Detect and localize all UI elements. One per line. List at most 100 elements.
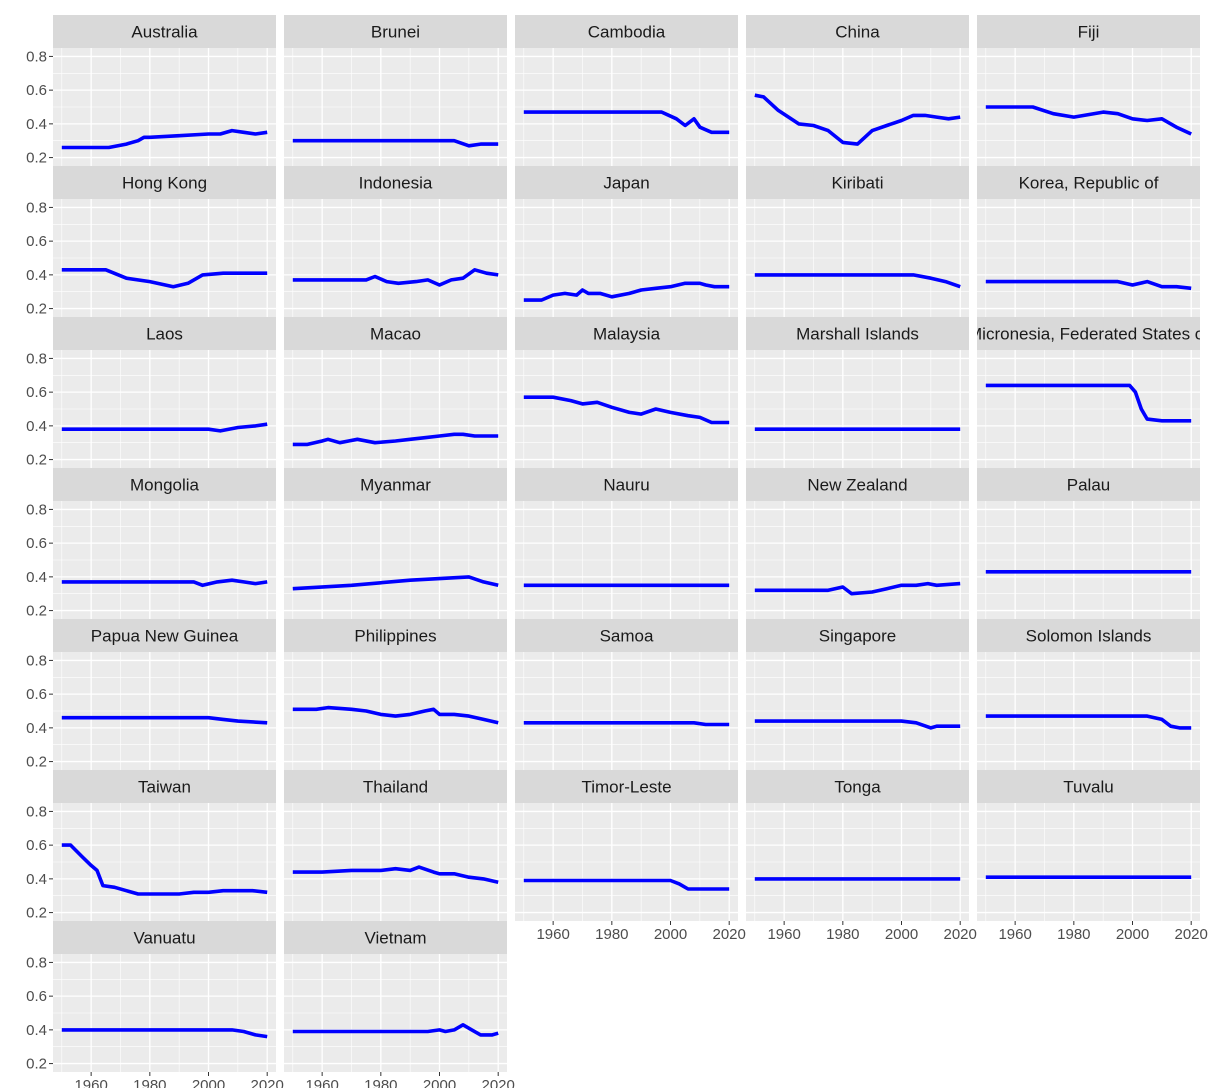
y-tick-label: 0.2: [26, 452, 47, 469]
y-tick-label: 0.4: [26, 116, 47, 133]
facet-strip: [284, 770, 507, 803]
facet-panel-brunei: Brunei: [284, 15, 507, 166]
y-tick-label: 0.8: [26, 803, 47, 820]
facet-strip: [53, 770, 276, 803]
facet-strip: [515, 15, 738, 48]
facet-strip-label: Tonga: [834, 778, 881, 797]
x-tick-label: 2020: [713, 926, 746, 943]
y-tick-label: 0.8: [26, 199, 47, 216]
facet-strip: [284, 15, 507, 48]
x-tick-label: 1980: [133, 1077, 166, 1088]
facet-strip-label: Nauru: [603, 476, 649, 495]
facet-strip-label: Indonesia: [359, 174, 433, 193]
facet-panel-macao: Macao: [284, 317, 507, 468]
facet-strip: [977, 15, 1200, 48]
y-tick-label: 0.4: [26, 569, 47, 586]
facet-strip: [53, 317, 276, 350]
facet-panel-timor-leste: Timor-Leste 1960 1980 2000 2020: [515, 770, 746, 943]
facet-panel-japan: Japan: [515, 166, 738, 317]
series-line-micronesia-federated-states-of: [985, 383, 1192, 423]
facet-panel-solomon-islands: Solomon Islands: [977, 619, 1200, 770]
x-tick-label: 1980: [364, 1077, 397, 1088]
x-tick-label: 2020: [1175, 926, 1208, 943]
x-tick-label: 1960: [767, 926, 800, 943]
facet-strip: [53, 619, 276, 652]
facet-strip-label: Palau: [1067, 476, 1110, 495]
facet-strip: [53, 468, 276, 501]
series-line-taiwan: [61, 843, 268, 896]
facet-panel-china: China: [746, 15, 969, 166]
series-line-myanmar: [292, 575, 499, 591]
series-line-mongolia: [61, 578, 268, 588]
facet-strip-label: Laos: [146, 325, 183, 344]
series-line-brunei: [292, 138, 499, 148]
y-tick-label: 0.8: [26, 350, 47, 367]
facet-strip-label: Tuvalu: [1063, 778, 1113, 797]
facet-strip: [515, 317, 738, 350]
x-tick-label: 1980: [1057, 926, 1090, 943]
y-tick-label: 0.8: [26, 954, 47, 971]
facet-strip: [515, 468, 738, 501]
facet-panel-malaysia: Malaysia: [515, 317, 738, 468]
facet-strip: [284, 921, 507, 954]
facet-panel-laos: Laos 0.2 0.4 0.6 0.8: [26, 317, 276, 469]
facet-strip-label: Singapore: [819, 627, 897, 646]
facet-strip: [977, 166, 1200, 199]
series-line-vanuatu: [61, 1028, 268, 1039]
series-line-philippines: [292, 705, 499, 725]
facet-strip: [977, 468, 1200, 501]
facet-panel-thailand: Thailand: [284, 770, 507, 921]
facet-panel-korea-republic-of: Korea, Republic of: [977, 166, 1200, 317]
facet-panel-taiwan: Taiwan 0.2 0.4 0.6 0.8: [26, 770, 276, 922]
y-tick-label: 0.4: [26, 720, 47, 737]
y-tick-label: 0.4: [26, 267, 47, 284]
facet-strip-label: Kiribati: [832, 174, 884, 193]
facet-strip-label: Japan: [603, 174, 649, 193]
x-tick-label: 2000: [885, 926, 918, 943]
x-tick-label: 1960: [536, 926, 569, 943]
facet-strip-label: Mongolia: [130, 476, 200, 495]
y-tick-label: 0.6: [26, 233, 47, 250]
y-tick-label: 0.8: [26, 48, 47, 65]
facet-strip-label: Taiwan: [138, 778, 191, 797]
facet-strip: [977, 770, 1200, 803]
facet-strip-label: Samoa: [600, 627, 654, 646]
y-tick-label: 0.8: [26, 501, 47, 518]
facet-panel-micronesia-federated-states-of: Micronesia, Federated States of: [977, 317, 1200, 468]
facet-panel-tuvalu: Tuvalu 1960 1980 2000 2020: [977, 770, 1208, 943]
facet-strip: [284, 619, 507, 652]
facet-panel-new-zealand: New Zealand: [746, 468, 969, 619]
facet-strip-label: Brunei: [371, 23, 420, 42]
facet-panel-singapore: Singapore: [746, 619, 969, 770]
x-tick-label: 2000: [192, 1077, 225, 1088]
facet-panel-tonga: Tonga 1960 1980 2000 2020: [746, 770, 977, 943]
facet-strip-label: New Zealand: [807, 476, 907, 495]
facet-strip: [515, 166, 738, 199]
facet-panel-cambodia: Cambodia: [515, 15, 738, 166]
facet-strip-label: Macao: [370, 325, 421, 344]
facet-strip: [284, 166, 507, 199]
series-line-malaysia: [523, 395, 730, 425]
series-line-kiribati: [754, 273, 961, 289]
y-tick-label: 0.6: [26, 82, 47, 99]
series-line-samoa: [523, 721, 730, 727]
facet-panel-samoa: Samoa: [515, 619, 738, 770]
facet-strip: [284, 468, 507, 501]
facet-strip: [746, 15, 969, 48]
facet-strip-label: Philippines: [354, 627, 436, 646]
facet-panel-kiribati: Kiribati: [746, 166, 969, 317]
series-line-papua-new-guinea: [61, 715, 268, 725]
y-tick-label: 0.4: [26, 418, 47, 435]
facet-panel-fiji: Fiji: [977, 15, 1200, 166]
series-line-singapore: [754, 719, 961, 730]
y-tick-label: 0.2: [26, 150, 47, 167]
y-tick-label: 0.2: [26, 905, 47, 922]
series-line-new-zealand: [754, 581, 961, 596]
x-tick-label: 1980: [826, 926, 859, 943]
x-tick-label: 1960: [998, 926, 1031, 943]
x-tick-label: 2020: [482, 1077, 515, 1088]
facet-strip: [746, 317, 969, 350]
facet-strip-label: Papua New Guinea: [91, 627, 239, 646]
x-tick-label: 2020: [251, 1077, 284, 1088]
